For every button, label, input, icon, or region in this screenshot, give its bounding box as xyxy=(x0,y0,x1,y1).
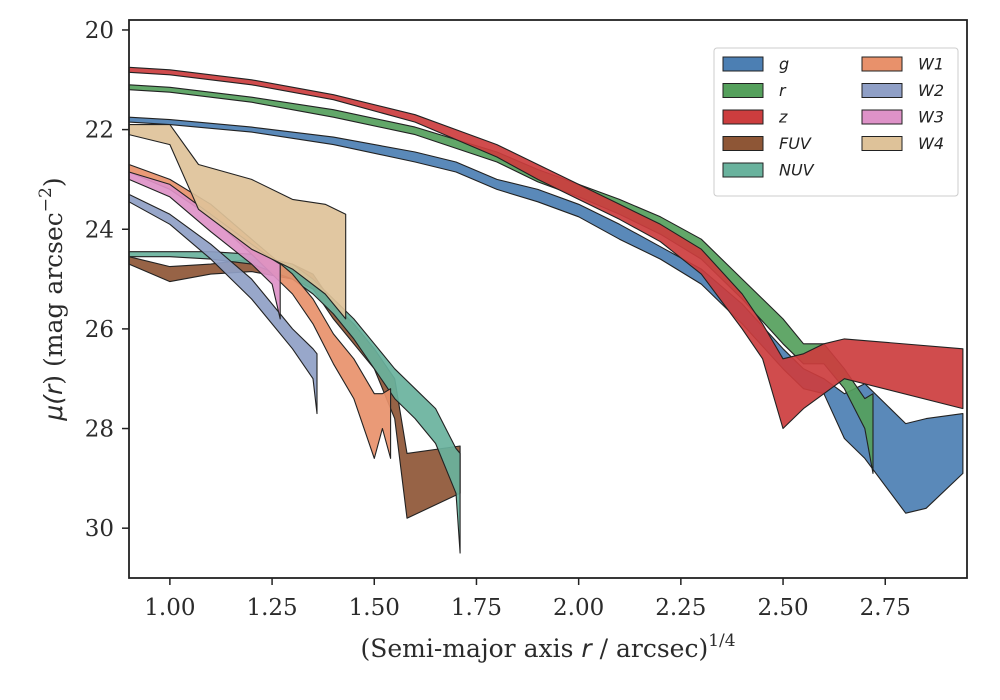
y-tick-label: 24 xyxy=(85,217,114,243)
legend: grz FUV NUV W1 W2 W3 W4 xyxy=(713,47,959,197)
legend-swatch-fuv xyxy=(722,136,764,151)
legend-label-w3: W3 xyxy=(918,108,944,127)
legend-swatch-r xyxy=(722,83,764,98)
x-tick-label: 2.50 xyxy=(757,595,808,621)
legend-label-w1: W1 xyxy=(918,55,944,74)
chart-bands xyxy=(128,66,964,554)
legend-label-fuv: FUV xyxy=(779,134,812,153)
y-tick-label: 20 xyxy=(85,18,114,44)
x-tick-label: 1.25 xyxy=(246,595,297,621)
legend-label-r: r xyxy=(779,81,787,100)
x-tick-label: 2.25 xyxy=(655,595,706,621)
legend-swatch-w2 xyxy=(861,83,903,98)
y-tick-label: 30 xyxy=(85,516,114,542)
x-axis-ticks: 1.00 1.25 1.50 1.75 2.00 2.25 2.50 2.75 xyxy=(144,578,911,621)
x-tick-label: 1.50 xyxy=(349,595,400,621)
legend-swatch-w4 xyxy=(861,136,903,151)
legend-label-w2: W2 xyxy=(918,81,944,100)
y-tick-label: 28 xyxy=(85,417,114,443)
legend-label-z: z xyxy=(778,108,788,127)
legend-label-w4: W4 xyxy=(918,134,944,153)
plot-frame xyxy=(128,19,968,579)
band-w4 xyxy=(128,124,347,320)
y-tick-label: 22 xyxy=(85,118,114,144)
x-tick-label: 1.00 xyxy=(144,595,195,621)
y-axis-ticks: 20 22 24 26 28 30 xyxy=(85,18,129,542)
x-tick-label: 2.75 xyxy=(860,595,911,621)
y-tick-label: 26 xyxy=(85,317,114,343)
legend-label-nuv: NUV xyxy=(779,161,815,180)
legend-label-g: g xyxy=(779,55,789,74)
legend-swatch-nuv xyxy=(722,162,764,178)
band-z xyxy=(128,66,964,430)
x-axis-label: (Semi-major axis r / arcsec)1/4 xyxy=(360,631,735,663)
legend-swatch-z xyxy=(722,109,764,125)
band-g xyxy=(128,116,964,514)
legend-swatch-w3 xyxy=(861,109,903,125)
y-axis-label: μ(r) (mag arcsec−2) xyxy=(36,177,68,421)
x-tick-label: 2.00 xyxy=(553,595,604,621)
legend-swatch-w1 xyxy=(861,56,903,72)
legend-swatch-g xyxy=(722,56,764,72)
x-tick-label: 1.75 xyxy=(451,595,502,621)
band-w2 xyxy=(128,193,318,415)
